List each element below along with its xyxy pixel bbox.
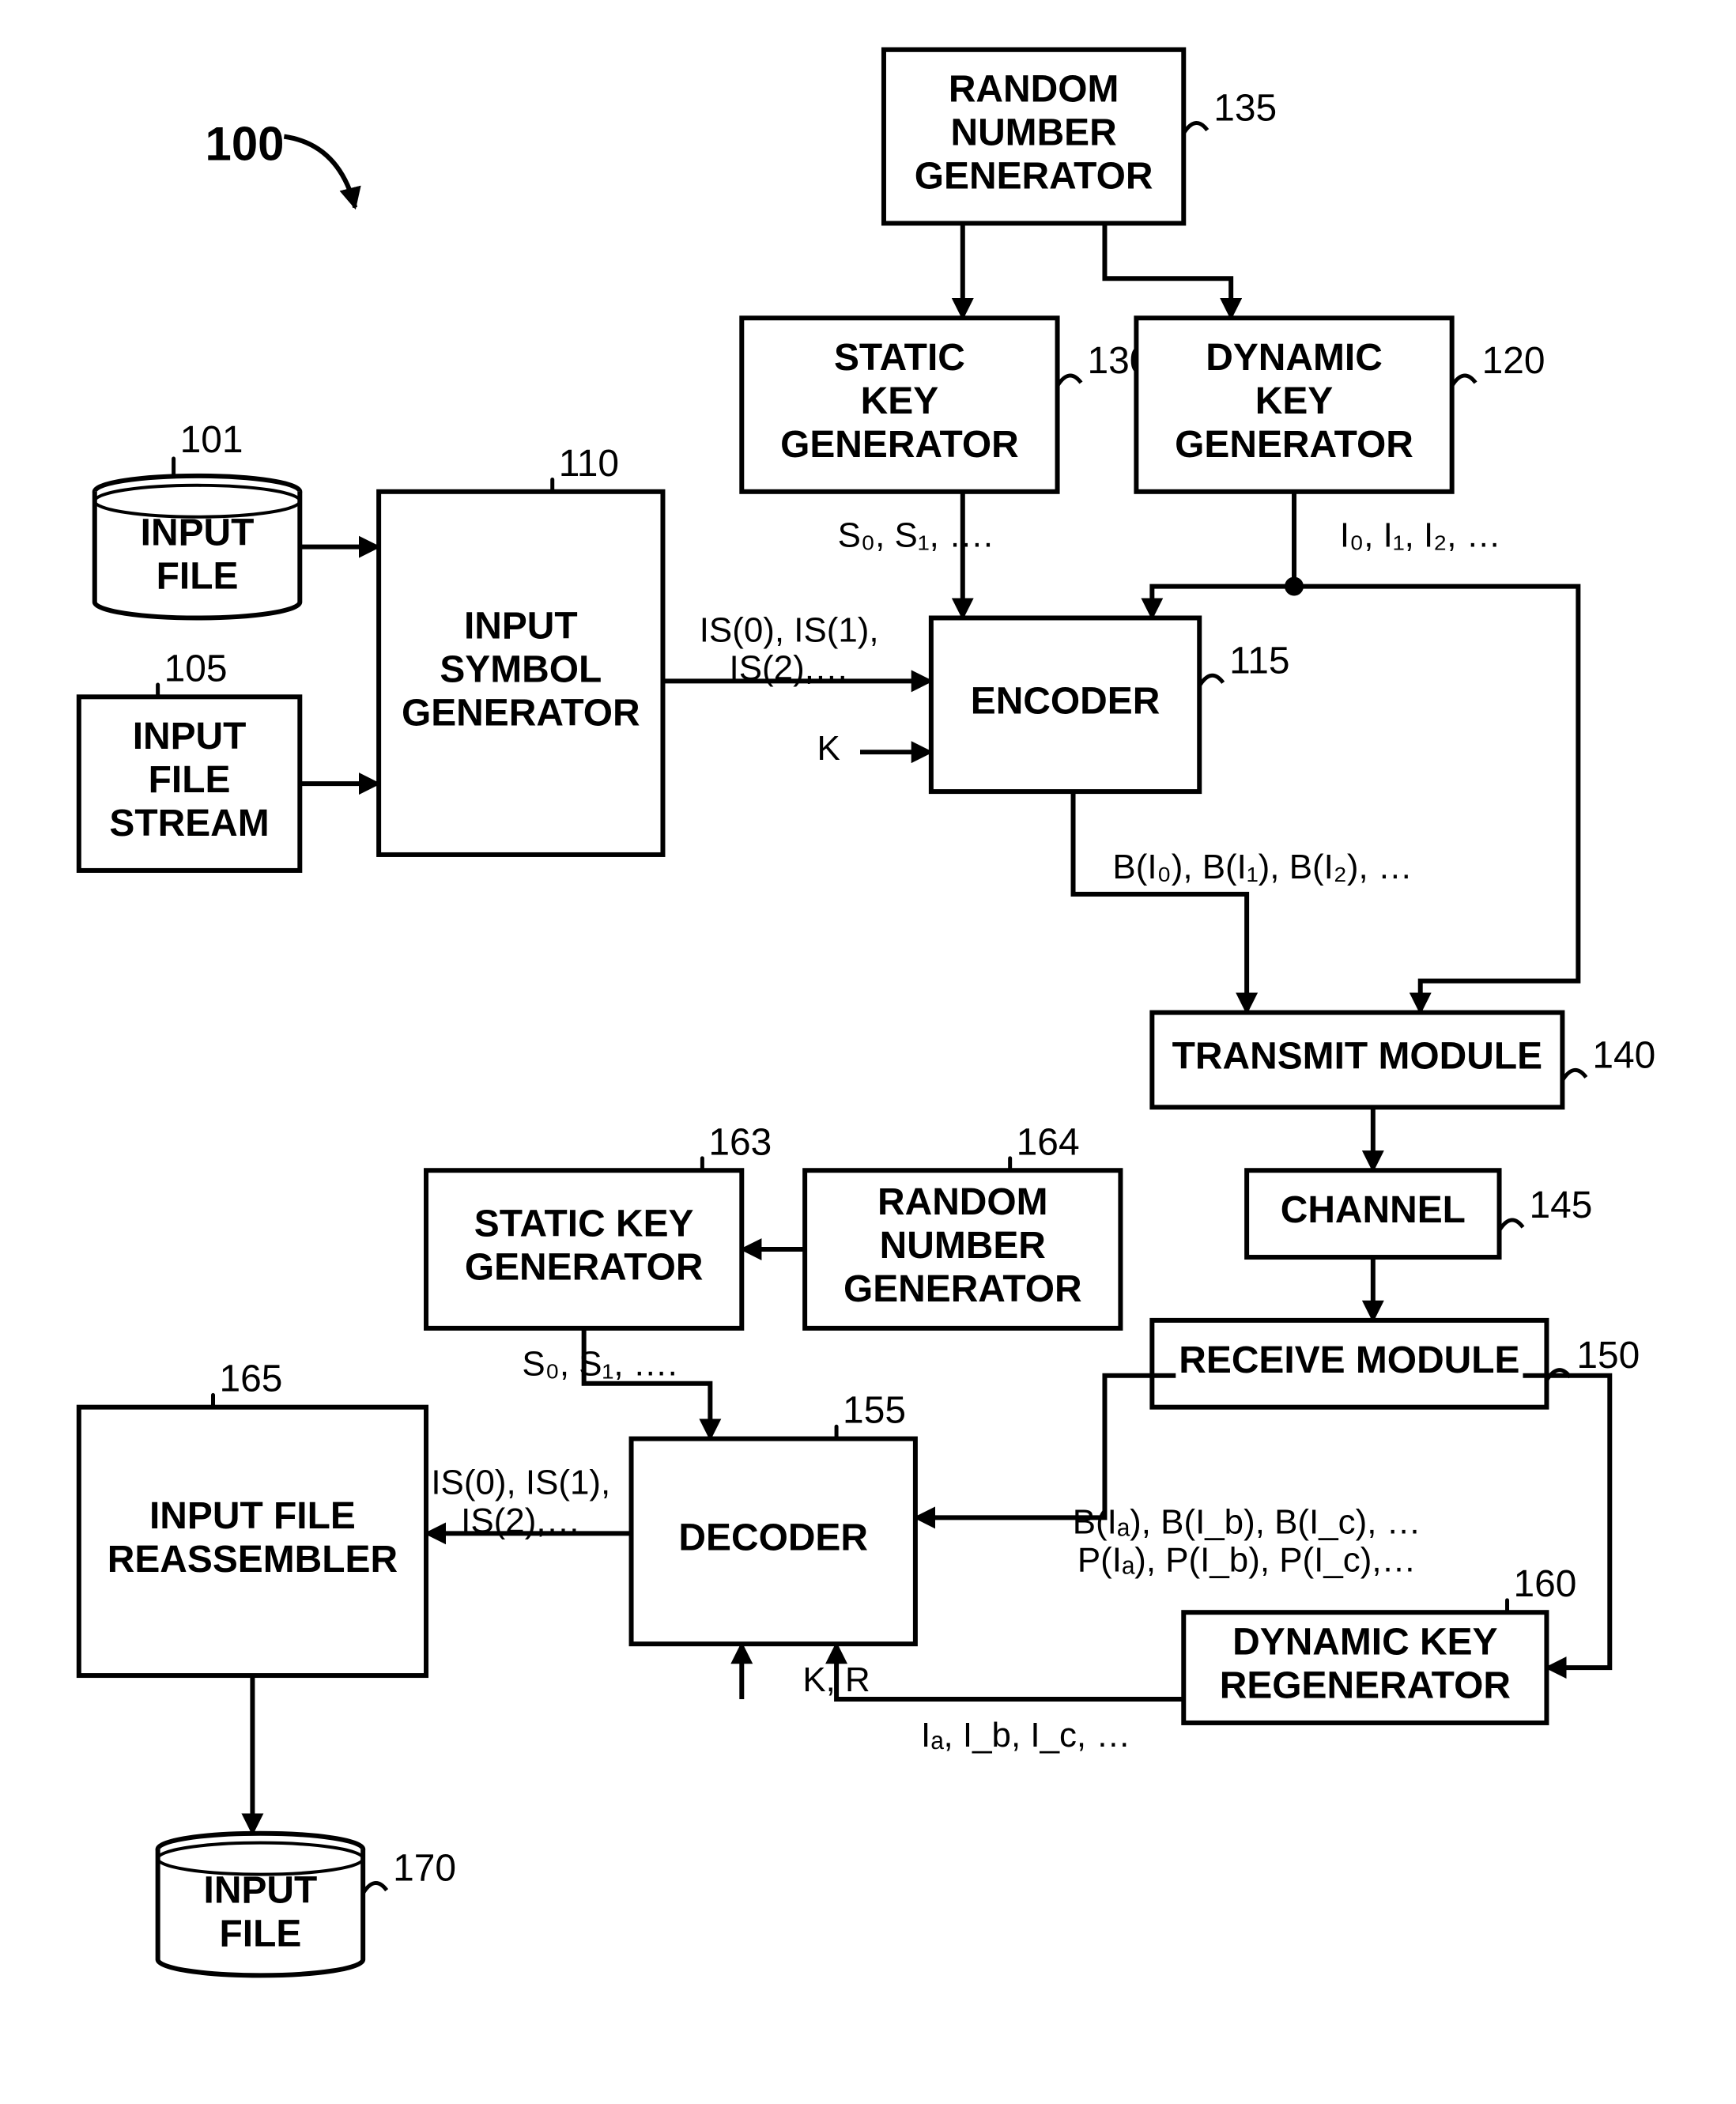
- ref-number-decoder: 155: [843, 1390, 906, 1432]
- edge-label-14: Iₐ, I_b, I_c, …: [921, 1716, 1130, 1755]
- edge-label-15: K, R: [802, 1660, 870, 1699]
- ref-number-dkg: 120: [1482, 340, 1545, 382]
- ref-number-dkr: 160: [1514, 1563, 1577, 1605]
- block-label-tx: TRANSMIT MODULE: [1172, 1036, 1542, 1078]
- edge-14: [836, 1644, 1183, 1699]
- figure-number-arrow: [284, 137, 355, 208]
- edge-label-9: B(I₀), B(I₁), B(I₂), …: [1112, 848, 1412, 886]
- ref-leader-rng: [1183, 123, 1207, 134]
- edge-label-12: B(Iₐ), B(I_b), B(I_c), …P(Iₐ), P(I_b), P…: [1073, 1502, 1421, 1579]
- ref-number-tx: 140: [1592, 1034, 1655, 1076]
- edge-4: [1294, 587, 1578, 1013]
- block-label-rx: RECEIVE MODULE: [1179, 1339, 1519, 1381]
- ref-number-skg2: 163: [708, 1121, 772, 1163]
- ref-number-isg: 110: [559, 443, 619, 485]
- figure-number: 100: [206, 118, 285, 171]
- ref-leader-skg: [1058, 376, 1081, 386]
- ref-leader-encoder: [1199, 675, 1223, 686]
- ref-leader-dkg: [1452, 376, 1476, 386]
- ref-number-encoder: 115: [1229, 640, 1289, 682]
- ref-number-rng2: 164: [1017, 1121, 1080, 1163]
- ref-leader-channel: [1500, 1220, 1523, 1230]
- edge-label-18: IS(0), IS(1),IS(2),…: [431, 1463, 610, 1539]
- edge-label-8: K: [817, 729, 840, 768]
- block-diagram: 100RANDOMNUMBERGENERATOR135STATICKEYGENE…: [0, 0, 1736, 2104]
- edge-label-3: I₀, I₁, I₂, …: [1340, 516, 1501, 555]
- ref-number-infile: 101: [180, 419, 243, 461]
- edge-label-2: S₀, S₁, ….: [838, 516, 994, 555]
- edge-3: [1152, 492, 1294, 618]
- edge-label-17: S₀, S₁, ….: [522, 1345, 677, 1384]
- ref-number-rx: 150: [1576, 1335, 1640, 1377]
- edge-9: [1074, 791, 1247, 1012]
- ref-leader-tx: [1562, 1070, 1586, 1080]
- ref-number-instream: 105: [164, 648, 228, 689]
- ref-leader-outfile: [363, 1883, 387, 1893]
- edge-label-7: IS(0), IS(1),IS(2),…: [700, 610, 879, 687]
- ref-number-rng: 135: [1213, 88, 1277, 130]
- block-label-encoder: ENCODER: [971, 680, 1160, 722]
- ref-number-reasm: 165: [219, 1358, 282, 1400]
- edge-1: [1104, 223, 1231, 318]
- block-label-channel: CHANNEL: [1281, 1189, 1466, 1231]
- block-label-decoder: DECODER: [678, 1517, 868, 1558]
- ref-number-outfile: 170: [393, 1848, 456, 1890]
- edge-12: [915, 1376, 1176, 1518]
- ref-number-channel: 145: [1529, 1184, 1592, 1226]
